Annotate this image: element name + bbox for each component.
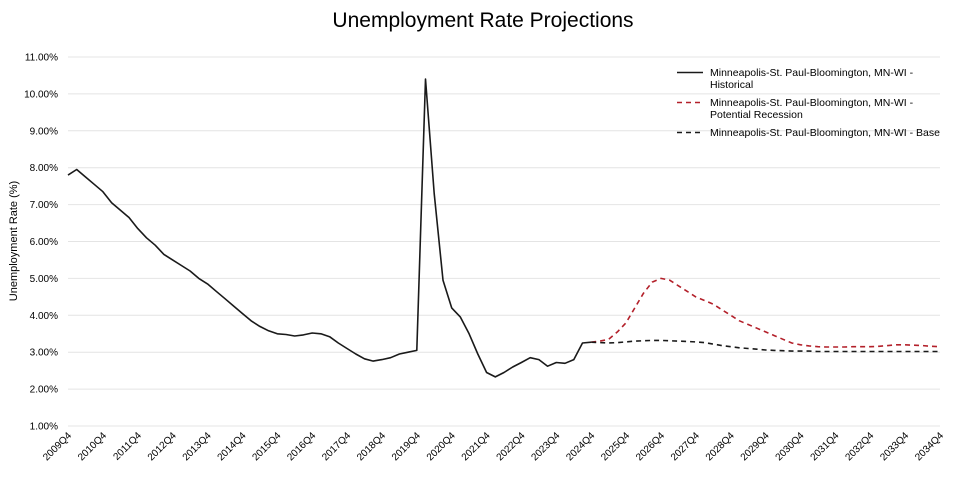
x-tick-label: 2026Q4 (634, 430, 667, 463)
y-tick-label: 9.00% (30, 126, 58, 137)
x-tick-label: 2014Q4 (216, 430, 249, 463)
y-tick-label: 1.00% (30, 422, 58, 433)
x-tick-label: 2031Q4 (809, 430, 842, 463)
y-tick-label: 7.00% (30, 200, 58, 211)
x-tick-label: 2017Q4 (320, 430, 353, 463)
x-tick-label: 2029Q4 (739, 430, 772, 463)
y-tick-labels: 1.00% 2.00% 3.00% 4.00% 5.00% 6.00% 7.00% 8.00%… (24, 53, 58, 433)
x-tick-label: 2023Q4 (529, 430, 562, 463)
chart-title: Unemployment Rate Projections (332, 9, 633, 32)
x-tick-label: 2034Q4 (913, 430, 946, 463)
x-tick-label: 2028Q4 (704, 430, 737, 463)
x-tick-label: 2030Q4 (774, 430, 807, 463)
x-tick-label: 2033Q4 (878, 430, 911, 463)
x-tick-label: 2009Q4 (41, 430, 74, 463)
x-tick-label: 2010Q4 (76, 430, 109, 463)
y-tick-label: 5.00% (30, 274, 58, 285)
y-tick-label: 2.00% (30, 385, 58, 396)
series-line-2 (591, 277, 941, 348)
series-lines (67, 78, 941, 378)
series-line-1 (67, 78, 592, 378)
gridlines (68, 56, 940, 427)
legend-entry-1: Historical (710, 79, 753, 91)
legend: Minneapolis-St. Paul-Bloomington, MN-WI … (677, 67, 940, 139)
y-tick-label: 10.00% (24, 89, 58, 100)
y-tick-label: 3.00% (30, 348, 58, 359)
x-tick-label: 2024Q4 (564, 430, 597, 463)
x-tick-label: 2032Q4 (843, 430, 876, 463)
x-tick-labels: 2009Q4 2010Q4 2011Q4 2012Q4 2013Q4 2014Q4 2015… (41, 430, 946, 463)
x-tick-label: 2015Q4 (250, 430, 283, 463)
x-tick-label: 2013Q4 (181, 430, 214, 463)
x-tick-label: 2022Q4 (495, 430, 528, 463)
y-axis-label: Unemployment Rate (%) (8, 181, 20, 301)
x-tick-label: 2021Q4 (460, 430, 493, 463)
legend-entry-3: Minneapolis-St. Paul-Bloomington, MN-WI … (710, 127, 940, 139)
legend-entry-2: Potential Recession (710, 109, 803, 121)
x-tick-label: 2019Q4 (390, 430, 423, 463)
x-tick-label: 2025Q4 (599, 430, 632, 463)
y-tick-label: 4.00% (30, 311, 58, 322)
series-line-3 (591, 339, 940, 353)
legend-entry-2: Minneapolis-St. Paul-Bloomington, MN-WI … (710, 97, 914, 109)
y-tick-label: 11.00% (25, 53, 58, 64)
y-tick-label: 6.00% (30, 237, 58, 248)
x-tick-label: 2018Q4 (355, 430, 388, 463)
x-tick-label: 2016Q4 (285, 430, 318, 463)
x-tick-label: 2027Q4 (669, 430, 702, 463)
x-tick-label: 2011Q4 (111, 430, 144, 463)
x-tick-label: 2020Q4 (425, 430, 458, 463)
y-tick-label: 8.00% (30, 163, 58, 174)
x-tick-label: 2012Q4 (146, 430, 179, 463)
legend-entry-1: Minneapolis-St. Paul-Bloomington, MN-WI … (710, 67, 914, 79)
